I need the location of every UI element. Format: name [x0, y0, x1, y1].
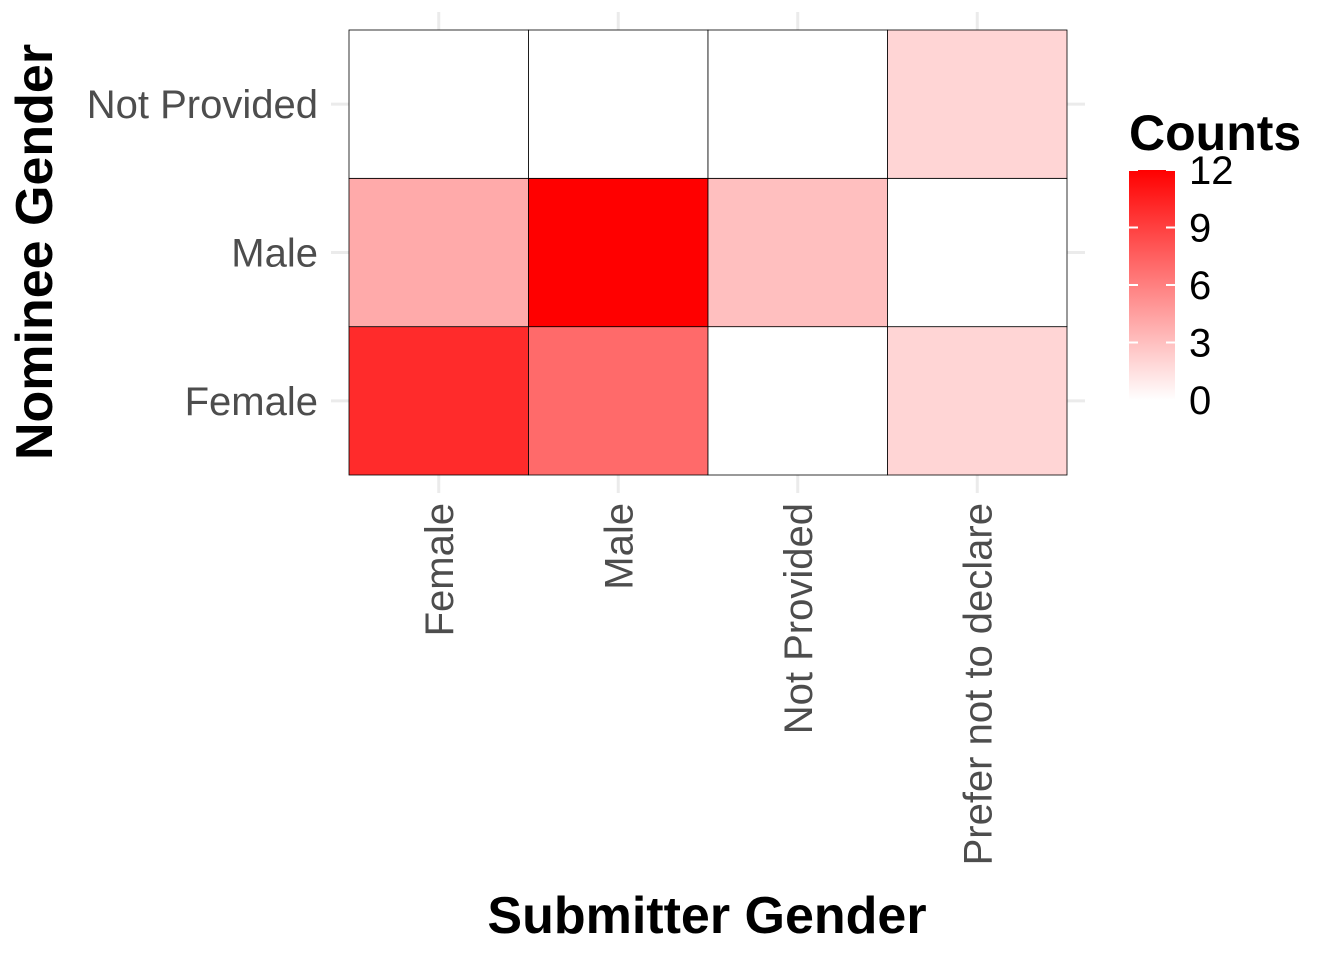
- color-legend: Counts 0 3 6 9 12: [1129, 105, 1301, 423]
- cell-not-provided-male: [528, 29, 709, 179]
- legend-ticks: 0 3 6 9 12: [1129, 149, 1234, 423]
- legend-label-3: 3: [1189, 322, 1211, 366]
- cell-male-female: [348, 177, 529, 328]
- cell-female-male: [528, 326, 709, 476]
- cell-male-not-provided: [707, 177, 888, 328]
- cell-not-provided-female: [348, 29, 529, 179]
- x-tick-label-prefer-not-to-declare: Prefer not to declare: [956, 503, 1000, 865]
- cell-female-prefer-not-to-declare: [887, 326, 1068, 476]
- legend-label-12: 12: [1189, 149, 1234, 193]
- heatmap-cells: [348, 29, 1068, 476]
- cell-female-not-provided: [707, 326, 888, 476]
- x-tick-label-not-provided: Not Provided: [777, 503, 821, 734]
- legend-label-6: 6: [1189, 264, 1211, 308]
- x-tick-labels: Female Male Not Provided Prefer not to decl…: [418, 503, 1001, 865]
- cell-male-prefer-not-to-declare: [887, 177, 1068, 328]
- x-tick-label-female: Female: [418, 503, 462, 636]
- cell-female-female: [348, 326, 529, 476]
- y-tick-labels: Female Male Not Provided: [87, 83, 318, 424]
- cell-not-provided-prefer-not-to-declare: [887, 29, 1068, 179]
- x-axis-title: Submitter Gender: [487, 887, 926, 945]
- x-tick-label-male: Male: [597, 503, 641, 590]
- y-tick-label-not-provided: Not Provided: [87, 83, 318, 127]
- cell-male-male: [528, 177, 709, 328]
- y-axis-title: Nominee Gender: [6, 44, 64, 460]
- cell-not-provided-not-provided: [707, 29, 888, 179]
- y-tick-label-male: Male: [231, 232, 318, 276]
- y-tick-label-female: Female: [185, 380, 318, 424]
- legend-label-0: 0: [1189, 379, 1211, 423]
- legend-label-9: 9: [1189, 207, 1211, 251]
- legend-title: Counts: [1129, 105, 1301, 161]
